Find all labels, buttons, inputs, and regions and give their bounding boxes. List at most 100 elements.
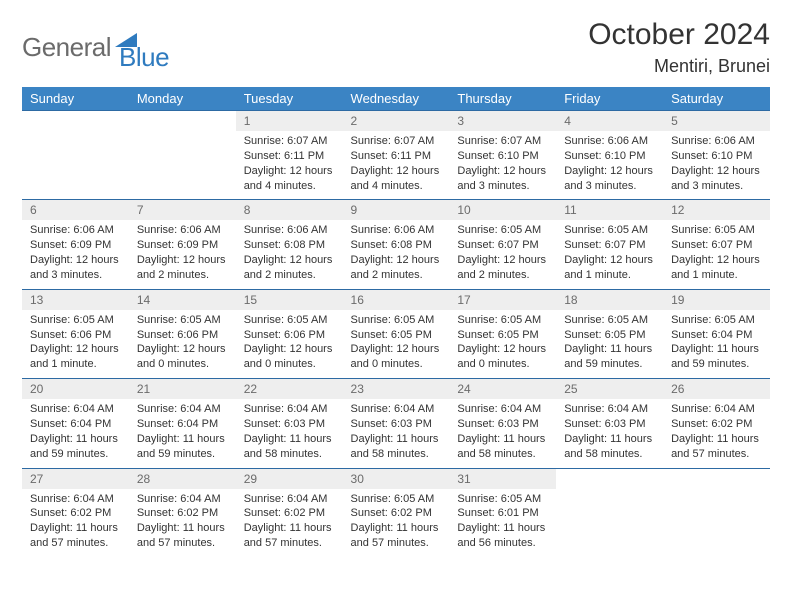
sunrise-text: Sunrise: 6:05 AM — [30, 313, 121, 328]
daylight-text: Daylight: 12 hours and 1 minute. — [564, 253, 655, 283]
day-content-cell: Sunrise: 6:04 AMSunset: 6:04 PMDaylight:… — [129, 399, 236, 468]
sunrise-text: Sunrise: 6:05 AM — [671, 223, 762, 238]
sunrise-text: Sunrise: 6:06 AM — [30, 223, 121, 238]
daylight-text: Daylight: 12 hours and 0 minutes. — [351, 342, 442, 372]
daylight-text: Daylight: 11 hours and 56 minutes. — [457, 521, 548, 551]
day-number-cell: 29 — [236, 468, 343, 489]
daylight-text: Daylight: 12 hours and 0 minutes. — [457, 342, 548, 372]
daylight-text: Daylight: 11 hours and 58 minutes. — [564, 432, 655, 462]
sunrise-text: Sunrise: 6:05 AM — [351, 492, 442, 507]
sunrise-text: Sunrise: 6:04 AM — [137, 492, 228, 507]
day-content-cell: Sunrise: 6:05 AMSunset: 6:01 PMDaylight:… — [449, 489, 556, 557]
daylight-text: Daylight: 12 hours and 3 minutes. — [457, 164, 548, 194]
weekday-header: Sunday — [22, 87, 129, 111]
daylight-text: Daylight: 11 hours and 57 minutes. — [30, 521, 121, 551]
weekday-header: Monday — [129, 87, 236, 111]
sunset-text: Sunset: 6:02 PM — [351, 506, 442, 521]
day-number-cell — [22, 111, 129, 132]
sunrise-text: Sunrise: 6:05 AM — [244, 313, 335, 328]
weekday-header: Wednesday — [343, 87, 450, 111]
daylight-text: Daylight: 11 hours and 57 minutes. — [137, 521, 228, 551]
sunrise-text: Sunrise: 6:05 AM — [564, 223, 655, 238]
daylight-text: Daylight: 11 hours and 57 minutes. — [351, 521, 442, 551]
day-number-cell: 19 — [663, 289, 770, 310]
day-number-cell: 21 — [129, 379, 236, 400]
day-number-cell: 15 — [236, 289, 343, 310]
sunrise-text: Sunrise: 6:04 AM — [30, 402, 121, 417]
daylight-text: Daylight: 11 hours and 59 minutes. — [671, 342, 762, 372]
day-content-row: Sunrise: 6:07 AMSunset: 6:11 PMDaylight:… — [22, 131, 770, 200]
day-number-cell: 28 — [129, 468, 236, 489]
day-content-cell: Sunrise: 6:05 AMSunset: 6:07 PMDaylight:… — [556, 220, 663, 289]
day-content-cell: Sunrise: 6:06 AMSunset: 6:10 PMDaylight:… — [663, 131, 770, 200]
day-number-cell: 16 — [343, 289, 450, 310]
day-number-cell — [129, 111, 236, 132]
day-content-cell: Sunrise: 6:05 AMSunset: 6:05 PMDaylight:… — [449, 310, 556, 379]
sunset-text: Sunset: 6:05 PM — [351, 328, 442, 343]
day-number-cell: 7 — [129, 200, 236, 221]
day-number-cell: 13 — [22, 289, 129, 310]
month-title: October 2024 — [588, 18, 770, 52]
sunset-text: Sunset: 6:08 PM — [351, 238, 442, 253]
sunrise-text: Sunrise: 6:06 AM — [244, 223, 335, 238]
day-number-row: 6789101112 — [22, 200, 770, 221]
sunset-text: Sunset: 6:10 PM — [564, 149, 655, 164]
sunrise-text: Sunrise: 6:07 AM — [457, 134, 548, 149]
day-content-cell: Sunrise: 6:04 AMSunset: 6:02 PMDaylight:… — [236, 489, 343, 557]
sunrise-text: Sunrise: 6:07 AM — [351, 134, 442, 149]
day-content-cell: Sunrise: 6:04 AMSunset: 6:03 PMDaylight:… — [449, 399, 556, 468]
sunset-text: Sunset: 6:06 PM — [137, 328, 228, 343]
day-content-cell: Sunrise: 6:05 AMSunset: 6:02 PMDaylight:… — [343, 489, 450, 557]
sunrise-text: Sunrise: 6:04 AM — [457, 402, 548, 417]
sunrise-text: Sunrise: 6:04 AM — [30, 492, 121, 507]
day-content-cell: Sunrise: 6:05 AMSunset: 6:06 PMDaylight:… — [129, 310, 236, 379]
sunset-text: Sunset: 6:02 PM — [671, 417, 762, 432]
sunset-text: Sunset: 6:02 PM — [137, 506, 228, 521]
day-number-cell: 8 — [236, 200, 343, 221]
day-number-cell: 14 — [129, 289, 236, 310]
sunrise-text: Sunrise: 6:05 AM — [457, 492, 548, 507]
sunset-text: Sunset: 6:03 PM — [351, 417, 442, 432]
location-label: Mentiri, Brunei — [588, 56, 770, 77]
weekday-header: Thursday — [449, 87, 556, 111]
day-number-cell: 30 — [343, 468, 450, 489]
sunset-text: Sunset: 6:01 PM — [457, 506, 548, 521]
sunset-text: Sunset: 6:06 PM — [244, 328, 335, 343]
title-block: October 2024 Mentiri, Brunei — [588, 18, 770, 77]
day-content-row: Sunrise: 6:06 AMSunset: 6:09 PMDaylight:… — [22, 220, 770, 289]
logo-text-blue: Blue — [119, 42, 169, 73]
day-content-cell: Sunrise: 6:05 AMSunset: 6:06 PMDaylight:… — [22, 310, 129, 379]
day-number-cell — [663, 468, 770, 489]
sunset-text: Sunset: 6:03 PM — [457, 417, 548, 432]
daylight-text: Daylight: 12 hours and 0 minutes. — [137, 342, 228, 372]
day-content-cell: Sunrise: 6:04 AMSunset: 6:02 PMDaylight:… — [663, 399, 770, 468]
sunset-text: Sunset: 6:07 PM — [564, 238, 655, 253]
daylight-text: Daylight: 12 hours and 3 minutes. — [30, 253, 121, 283]
daylight-text: Daylight: 11 hours and 58 minutes. — [457, 432, 548, 462]
sunset-text: Sunset: 6:03 PM — [244, 417, 335, 432]
day-content-row: Sunrise: 6:04 AMSunset: 6:02 PMDaylight:… — [22, 489, 770, 557]
weekday-header-row: Sunday Monday Tuesday Wednesday Thursday… — [22, 87, 770, 111]
day-number-cell: 5 — [663, 111, 770, 132]
day-number-cell: 24 — [449, 379, 556, 400]
daylight-text: Daylight: 12 hours and 2 minutes. — [244, 253, 335, 283]
day-number-cell: 4 — [556, 111, 663, 132]
day-content-cell: Sunrise: 6:07 AMSunset: 6:11 PMDaylight:… — [343, 131, 450, 200]
daylight-text: Daylight: 11 hours and 59 minutes. — [564, 342, 655, 372]
logo-text-general: General — [22, 32, 111, 63]
daylight-text: Daylight: 12 hours and 0 minutes. — [244, 342, 335, 372]
day-number-row: 2728293031 — [22, 468, 770, 489]
sunrise-text: Sunrise: 6:05 AM — [351, 313, 442, 328]
daylight-text: Daylight: 12 hours and 4 minutes. — [351, 164, 442, 194]
day-number-cell: 25 — [556, 379, 663, 400]
day-content-cell: Sunrise: 6:05 AMSunset: 6:06 PMDaylight:… — [236, 310, 343, 379]
day-number-cell: 20 — [22, 379, 129, 400]
sunset-text: Sunset: 6:04 PM — [30, 417, 121, 432]
sunrise-text: Sunrise: 6:04 AM — [351, 402, 442, 417]
day-number-cell: 12 — [663, 200, 770, 221]
day-number-cell: 1 — [236, 111, 343, 132]
daylight-text: Daylight: 11 hours and 57 minutes. — [244, 521, 335, 551]
sunrise-text: Sunrise: 6:05 AM — [457, 223, 548, 238]
day-number-cell: 2 — [343, 111, 450, 132]
day-content-cell: Sunrise: 6:06 AMSunset: 6:10 PMDaylight:… — [556, 131, 663, 200]
